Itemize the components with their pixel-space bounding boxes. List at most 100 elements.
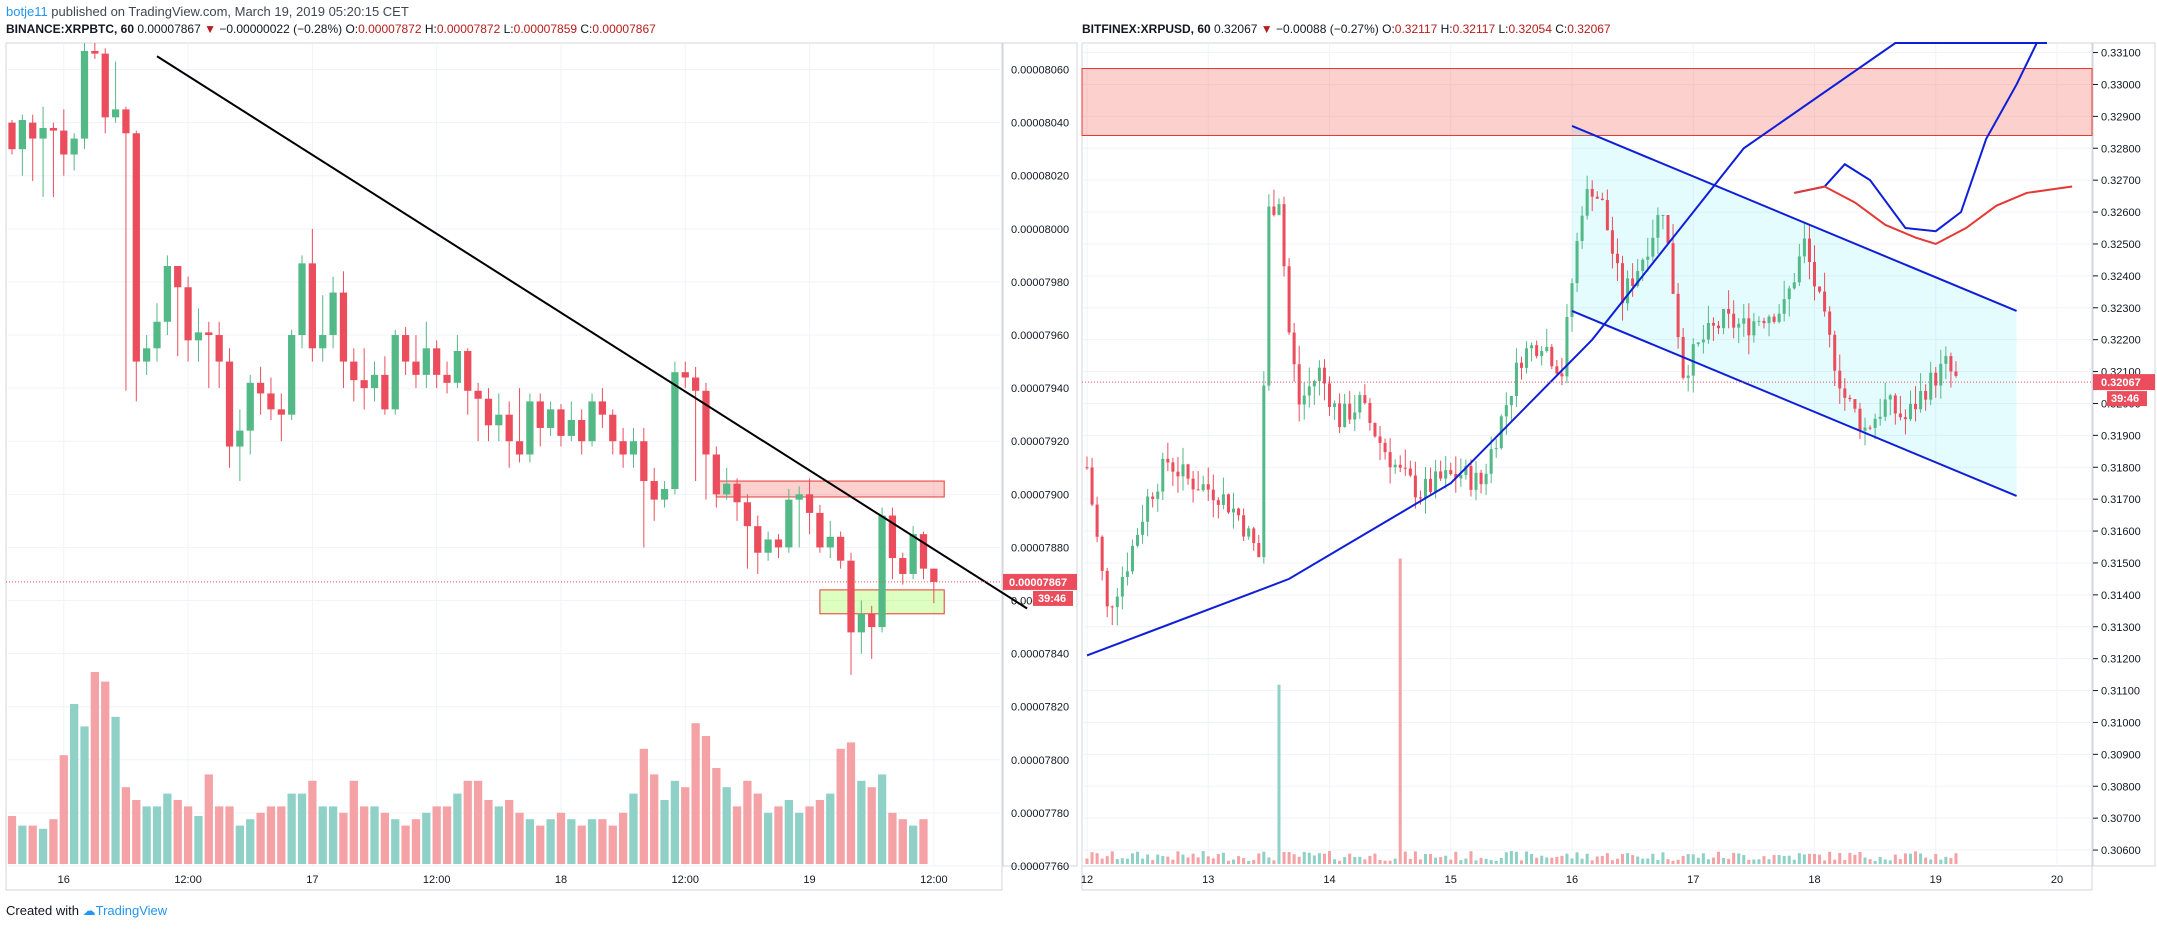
volume-bar — [1797, 853, 1801, 864]
candle-body — [1858, 408, 1862, 431]
candle-body — [888, 515, 897, 559]
volume-bar — [1252, 859, 1256, 864]
candle-body — [1156, 491, 1160, 499]
volume-bar — [660, 800, 669, 864]
candle-body — [930, 568, 938, 582]
candle-body — [671, 372, 679, 490]
volume-bar — [1191, 853, 1195, 864]
volume-bar — [1312, 855, 1316, 864]
red-moving-average — [1794, 185, 2073, 246]
candle-body — [1090, 467, 1094, 505]
candle-body — [1509, 396, 1513, 406]
candle-body — [1171, 462, 1175, 472]
volume-bar — [1343, 857, 1347, 864]
candle-body — [795, 494, 803, 500]
candle-body — [1580, 215, 1584, 242]
candle-body — [1146, 496, 1150, 522]
candle-body — [1267, 206, 1271, 386]
candle-body — [1186, 464, 1190, 479]
volume-bar — [1449, 859, 1453, 864]
x-tick-label: 15 — [1445, 874, 1457, 886]
candle-body — [826, 536, 834, 548]
y-tick-label: 0.31300 — [2101, 622, 2141, 634]
candle-body — [1812, 261, 1817, 287]
volume-bar — [1514, 851, 1518, 864]
volume-bar — [1100, 858, 1104, 864]
volume-bar — [1287, 852, 1291, 864]
candle-body — [588, 401, 596, 442]
volume-bar — [49, 819, 58, 864]
candle-body — [1828, 311, 1832, 335]
author-name[interactable]: botje11 — [6, 4, 48, 19]
candle-body — [557, 409, 565, 436]
volume-bar — [1605, 853, 1609, 864]
volume-bar — [1085, 858, 1089, 864]
volume-bar — [681, 787, 690, 864]
volume-bar — [577, 825, 586, 864]
volume-bar — [1196, 857, 1200, 864]
y-tick-label: 0.00007960 — [1011, 330, 1069, 342]
candle-body — [1494, 448, 1498, 450]
x-tick-label: 12:00 — [423, 874, 451, 886]
volume-bar — [1530, 853, 1534, 864]
volume-bar — [1843, 860, 1847, 864]
volume-bar — [277, 806, 286, 864]
volume-bar — [473, 780, 483, 864]
volume-bar — [1656, 860, 1660, 864]
candle-body — [1211, 489, 1215, 501]
publish-header: botje11 published on TradingView.com, Ma… — [6, 4, 409, 20]
y-tick-label: 0.31200 — [2101, 654, 2141, 666]
volume-bar — [380, 812, 390, 864]
volume-bar — [1156, 854, 1160, 864]
candle-body — [1504, 405, 1508, 417]
volume-bar — [1171, 859, 1175, 864]
candle-body — [484, 398, 493, 426]
volume-bar — [1398, 558, 1402, 864]
volume-bar — [1272, 860, 1276, 864]
candle-body — [1575, 241, 1579, 284]
candle-body — [1489, 449, 1493, 474]
y-tick-label: 0.30700 — [2101, 813, 2141, 825]
volume-bar — [1292, 854, 1296, 864]
candle-body — [1767, 316, 1771, 324]
candle-body — [1848, 397, 1852, 400]
volume-bar — [1898, 859, 1902, 864]
candle-body — [1327, 383, 1332, 407]
volume-bar — [1176, 851, 1180, 864]
tradingview-brand[interactable]: TradingView — [95, 903, 168, 918]
candle-body — [225, 361, 234, 447]
candle-body — [1307, 386, 1311, 396]
volume-bar — [670, 780, 680, 864]
candle-body — [1615, 253, 1619, 264]
candle-body — [1706, 322, 1710, 340]
trendline — [156, 55, 1028, 610]
volume-bar — [1590, 860, 1594, 864]
volume-bar — [1873, 860, 1877, 864]
candle-body — [1216, 500, 1220, 505]
volume-bar — [1636, 856, 1640, 864]
candle-body — [205, 332, 213, 336]
y-tick-label: 0.00007920 — [1011, 436, 1069, 448]
volume-bar — [1600, 856, 1604, 864]
volume-bar — [1206, 856, 1210, 864]
y-tick-label: 0.31600 — [2101, 526, 2141, 538]
candle-body — [1388, 452, 1392, 468]
volume-bar — [121, 787, 131, 864]
candle-body — [288, 335, 296, 415]
countdown-badge — [1033, 590, 1073, 606]
volume-bar — [1711, 857, 1715, 864]
volume-bar — [163, 793, 172, 864]
candle-body — [412, 361, 420, 375]
candle-body — [1464, 466, 1468, 475]
candle-body — [277, 409, 285, 415]
candle-body — [422, 348, 430, 375]
candle-body — [256, 382, 265, 394]
volume-bar — [1535, 857, 1539, 864]
volume-bar — [1282, 851, 1286, 864]
candle-body — [712, 454, 720, 495]
volume-bar — [287, 793, 296, 864]
candle-body — [80, 50, 89, 139]
candle-body — [1944, 356, 1948, 364]
volume-bar — [1782, 855, 1786, 864]
